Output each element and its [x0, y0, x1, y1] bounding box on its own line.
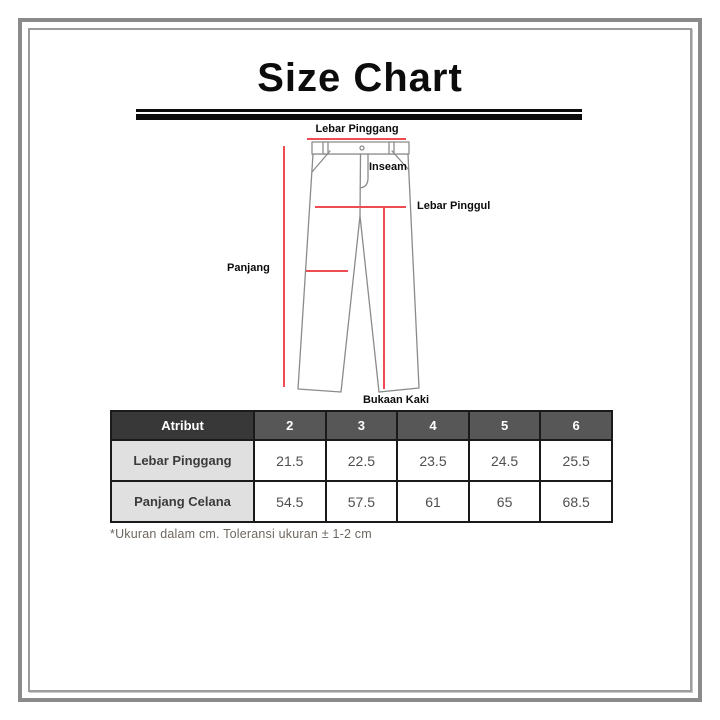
outer-frame [18, 18, 702, 702]
header-size-3: 3 [324, 410, 399, 441]
table-cell: 57.5 [324, 480, 399, 523]
row-label: Panjang Celana [110, 480, 255, 523]
divider-thin-rule [136, 109, 582, 112]
table-cell: 23.5 [396, 439, 470, 482]
size-table: Atribut 2 3 4 5 6 Lebar Pinggang 21.5 22… [110, 410, 613, 523]
table-cell: 21.5 [253, 439, 327, 482]
row-label: Lebar Pinggang [110, 439, 255, 482]
table-cell: 65 [467, 480, 542, 523]
label-bukaan-kaki: Bukaan Kaki [362, 394, 430, 406]
table-row-panjang-celana: Panjang Celana 54.5 57.5 61 65 68.5 [110, 480, 613, 523]
label-lebar-pinggang: Lebar Pinggang [315, 123, 399, 135]
table-cell: 61 [396, 480, 470, 523]
title-divider [136, 109, 582, 120]
table-header-row: Atribut 2 3 4 5 6 [110, 410, 613, 441]
label-panjang: Panjang [227, 262, 270, 274]
label-inseam: Inseam [369, 161, 407, 173]
size-tolerance-note: *Ukuran dalam cm. Toleransi ukuran ± 1-2… [110, 527, 372, 541]
table-cell: 25.5 [539, 439, 613, 482]
inner-frame [28, 28, 692, 692]
label-lebar-pinggul: Lebar Pinggul [417, 200, 491, 212]
table-cell: 54.5 [253, 480, 327, 523]
header-size-2: 2 [253, 410, 327, 441]
table-cell: 24.5 [467, 439, 542, 482]
table-cell: 68.5 [539, 480, 613, 523]
table-row-lebar-pinggang: Lebar Pinggang 21.5 22.5 23.5 24.5 25.5 [110, 439, 613, 482]
divider-thick-rule [136, 114, 582, 120]
header-atribut: Atribut [110, 410, 255, 441]
page-title: Size Chart [257, 56, 463, 100]
header-size-4: 4 [396, 410, 470, 441]
header-size-5: 5 [467, 410, 542, 441]
table-cell: 22.5 [324, 439, 399, 482]
header-size-6: 6 [539, 410, 613, 441]
